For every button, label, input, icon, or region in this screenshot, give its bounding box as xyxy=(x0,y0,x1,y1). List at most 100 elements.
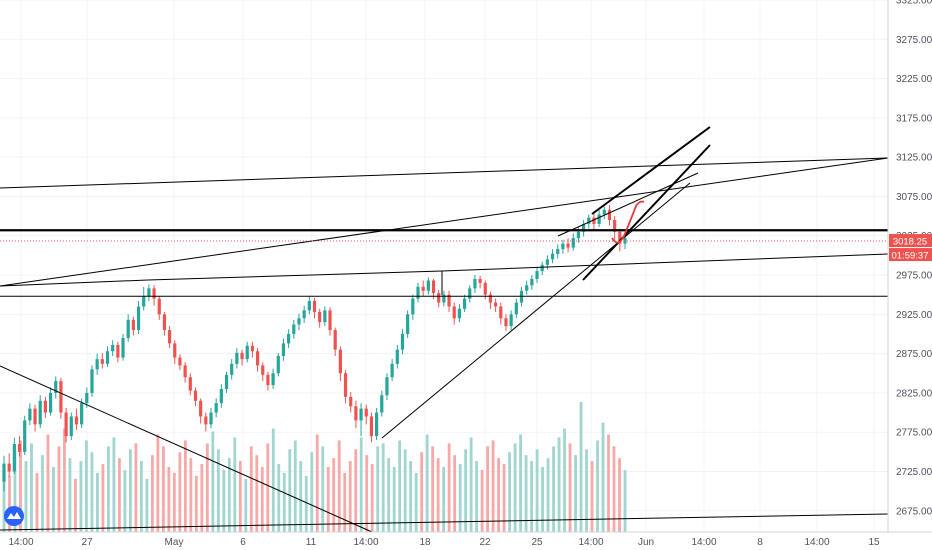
candle-body xyxy=(74,416,79,425)
candle-body xyxy=(209,412,213,425)
candle-body xyxy=(80,403,84,425)
candle-body xyxy=(121,337,125,358)
candle-body xyxy=(17,443,22,452)
candle-body xyxy=(7,463,11,472)
candle-body xyxy=(302,310,306,319)
candle-body xyxy=(142,296,146,307)
volume-bar xyxy=(618,458,621,532)
volume-bar xyxy=(68,458,72,532)
volume-bar xyxy=(458,464,462,532)
volume-bar xyxy=(414,472,418,532)
volume-bar xyxy=(211,431,215,532)
volume-bar xyxy=(623,469,627,532)
candle-body xyxy=(582,223,586,232)
candle-body xyxy=(592,217,596,224)
candle-body xyxy=(380,395,384,413)
candle-body xyxy=(333,330,337,350)
volume-bar xyxy=(194,475,198,532)
candle-body xyxy=(400,333,405,350)
volume-bar xyxy=(266,443,270,532)
volume-bar xyxy=(354,449,358,532)
candle-body xyxy=(64,412,68,437)
volume-bar xyxy=(497,458,501,532)
time-tick-label: 27 xyxy=(81,537,93,548)
volume-bar xyxy=(579,402,583,532)
volume-bar xyxy=(475,461,479,532)
volume-bar xyxy=(519,434,522,532)
volume-bar xyxy=(607,434,610,532)
candle-body xyxy=(468,288,472,299)
candle-body xyxy=(530,278,534,286)
candle-body xyxy=(126,319,130,338)
time-tick-label: 22 xyxy=(479,537,491,548)
time-tick-label: 25 xyxy=(531,537,543,548)
candle-body xyxy=(416,286,420,299)
volume-bar xyxy=(387,458,391,532)
candle-body xyxy=(540,264,544,272)
volume-bar xyxy=(172,472,176,532)
volume-bar xyxy=(403,449,407,532)
price-tick-label: 2975.00 xyxy=(896,271,932,282)
time-tick-label: 14:00 xyxy=(353,537,378,548)
candle-body xyxy=(483,282,487,295)
candle-body xyxy=(193,390,198,401)
candle-body xyxy=(375,412,379,437)
candle-body xyxy=(261,365,265,375)
volume-bar xyxy=(508,452,511,532)
candle-body xyxy=(178,357,182,366)
logo-circle xyxy=(4,506,24,526)
volume-bar xyxy=(491,440,495,532)
volume-bar xyxy=(332,458,336,532)
candle-body xyxy=(359,408,363,421)
price-tick-label: 3075.00 xyxy=(896,192,932,203)
volume-bar xyxy=(134,443,138,532)
time-tick-label: 14:00 xyxy=(804,537,829,548)
time-tick-label: 15 xyxy=(868,537,880,548)
price-axis[interactable]: 3325.00 3275.00 3225.00 3175.00 3125.00 3075.… xyxy=(887,0,932,532)
volume-bar xyxy=(222,469,226,532)
volume-bar xyxy=(480,469,484,532)
volume-bar xyxy=(409,461,413,532)
last-price-badges: 3018.25 01:59:37 xyxy=(889,234,932,262)
support-line-right xyxy=(441,253,889,272)
volume-bar xyxy=(74,478,77,532)
candle-body xyxy=(255,351,260,366)
candle-body xyxy=(385,377,389,396)
candle-body xyxy=(297,318,301,325)
volume-bar xyxy=(238,461,242,532)
candle-body xyxy=(230,363,234,375)
candle-body xyxy=(131,319,135,331)
volume-bar xyxy=(398,440,402,532)
volume-bar xyxy=(431,446,435,532)
volume-bar xyxy=(79,461,83,532)
volume-bar xyxy=(101,464,105,532)
candle-body xyxy=(38,400,42,425)
candle-body xyxy=(354,406,358,421)
time-axis[interactable]: 14:00 27 May 6 11 14:00 18 22 25 14:00 Jun 14:00 8 14… xyxy=(0,531,932,548)
volume-bar xyxy=(216,449,220,532)
candle-body xyxy=(535,271,539,279)
volume-bar xyxy=(271,428,275,532)
volume-bar xyxy=(178,452,182,532)
volume-bar xyxy=(299,461,303,532)
candle-body xyxy=(69,416,73,437)
price-tick-label: 3275.00 xyxy=(896,35,932,46)
volume-bar xyxy=(13,450,17,532)
candle-body xyxy=(509,314,513,327)
tradingview-logo-icon[interactable] xyxy=(4,506,24,526)
candle-body xyxy=(43,400,47,413)
candle-body xyxy=(224,374,229,389)
candle-body xyxy=(2,463,6,482)
candle-body xyxy=(504,318,508,327)
candle-body xyxy=(312,300,317,312)
candle-body xyxy=(343,373,348,397)
candle-body xyxy=(136,306,141,331)
rising-trendline xyxy=(0,157,889,287)
volume-bar xyxy=(535,449,539,532)
volume-bar xyxy=(513,443,517,532)
candle-body xyxy=(437,293,441,303)
time-tick-label: 6 xyxy=(240,537,246,548)
candle-body xyxy=(90,369,94,393)
candle-body xyxy=(235,352,239,364)
